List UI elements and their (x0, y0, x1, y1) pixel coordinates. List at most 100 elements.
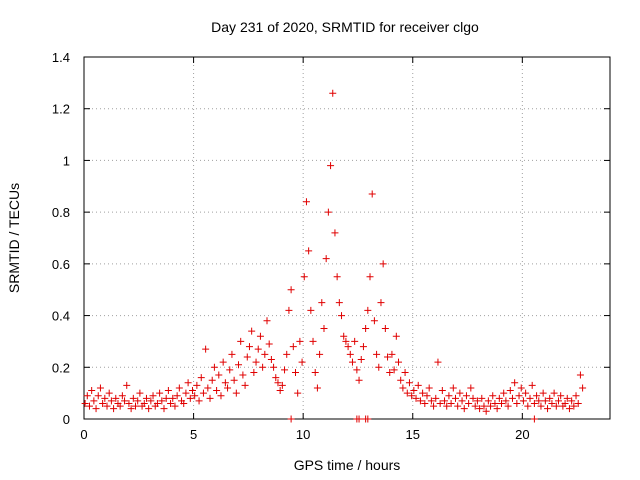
data-point (487, 402, 495, 410)
data-point (329, 89, 337, 97)
data-point (217, 392, 225, 400)
data-point (462, 392, 470, 400)
data-point (546, 394, 554, 402)
data-point (568, 397, 576, 405)
data-point (473, 397, 481, 405)
y-tick-label: 0.4 (52, 309, 70, 324)
data-point (327, 162, 335, 170)
data-point (443, 402, 451, 410)
data-point (276, 387, 284, 395)
data-point (346, 350, 354, 358)
data-point (351, 337, 359, 345)
y-tick-label: 1 (63, 153, 70, 168)
data-point (539, 389, 547, 397)
data-point (370, 317, 378, 325)
plot-frame (83, 56, 611, 420)
data-point (283, 350, 291, 358)
data-point (140, 399, 148, 407)
data-point (132, 402, 140, 410)
data-point (289, 343, 297, 351)
data-point (105, 389, 113, 397)
data-point (423, 392, 431, 400)
data-point (322, 255, 330, 263)
data-point (419, 389, 427, 397)
data-point (392, 332, 400, 340)
data-point (359, 343, 367, 351)
data-point (320, 325, 328, 332)
data-point (574, 399, 582, 407)
chart-title: Day 231 of 2020, SRMTID for receiver clg… (211, 19, 479, 35)
data-point (307, 306, 315, 314)
data-point (88, 387, 96, 395)
data-point (388, 350, 396, 358)
data-point (226, 366, 234, 374)
data-point (502, 397, 510, 405)
data-point (355, 376, 363, 384)
data-point (147, 397, 155, 405)
data-point (445, 392, 453, 400)
data-point (188, 387, 196, 395)
data-point (239, 371, 247, 379)
data-point (333, 273, 341, 281)
x-tick-labels: 0 5 10 15 20 (80, 427, 529, 442)
data-point (267, 356, 275, 364)
data-point (414, 381, 422, 389)
data-point (375, 363, 383, 371)
data-point (412, 394, 420, 402)
data-point (92, 405, 100, 413)
data-point (309, 337, 317, 345)
data-point (511, 379, 519, 387)
data-point (493, 405, 501, 413)
data-point (467, 384, 475, 392)
data-point (342, 337, 350, 345)
data-point (318, 299, 326, 307)
data-point (83, 392, 91, 400)
data-point (364, 306, 372, 314)
data-point (366, 273, 374, 281)
data-point (399, 384, 407, 392)
data-point (368, 190, 376, 198)
data-point (397, 376, 405, 384)
data-point (377, 299, 385, 307)
data-point (305, 247, 313, 255)
data-point (235, 361, 243, 369)
x-tick-label: 10 (296, 427, 310, 442)
data-point (90, 397, 98, 405)
data-point (482, 407, 490, 415)
data-point (338, 312, 346, 320)
x-tick-label: 15 (406, 427, 420, 442)
data-point (401, 368, 409, 376)
data-point (167, 399, 175, 407)
data-point (193, 381, 201, 389)
data-point (526, 394, 534, 402)
data-point (291, 368, 299, 376)
data-point (219, 358, 227, 366)
data-point (522, 389, 530, 397)
data-point (162, 394, 170, 402)
data-point (256, 332, 264, 340)
data-point (116, 402, 124, 410)
data-point (302, 198, 310, 206)
data-point (254, 345, 262, 353)
data-point (524, 402, 532, 410)
data-point (156, 389, 164, 397)
data-point (94, 392, 102, 400)
y-tick-label: 0 (63, 412, 70, 427)
data-point (208, 376, 216, 384)
data-point (561, 399, 569, 407)
data-point (416, 397, 424, 405)
data-point (515, 392, 523, 400)
data-point (263, 317, 271, 325)
data-point (421, 399, 429, 407)
x-axis-label: GPS time / hours (294, 457, 401, 473)
data-point (427, 397, 435, 405)
data-point (449, 384, 457, 392)
data-point (250, 368, 258, 376)
data-point (186, 394, 194, 402)
data-point (533, 392, 541, 400)
data-point (572, 392, 580, 400)
data-point (202, 345, 210, 353)
data-point (344, 343, 352, 351)
data-point (460, 405, 468, 413)
data-point (579, 384, 587, 392)
